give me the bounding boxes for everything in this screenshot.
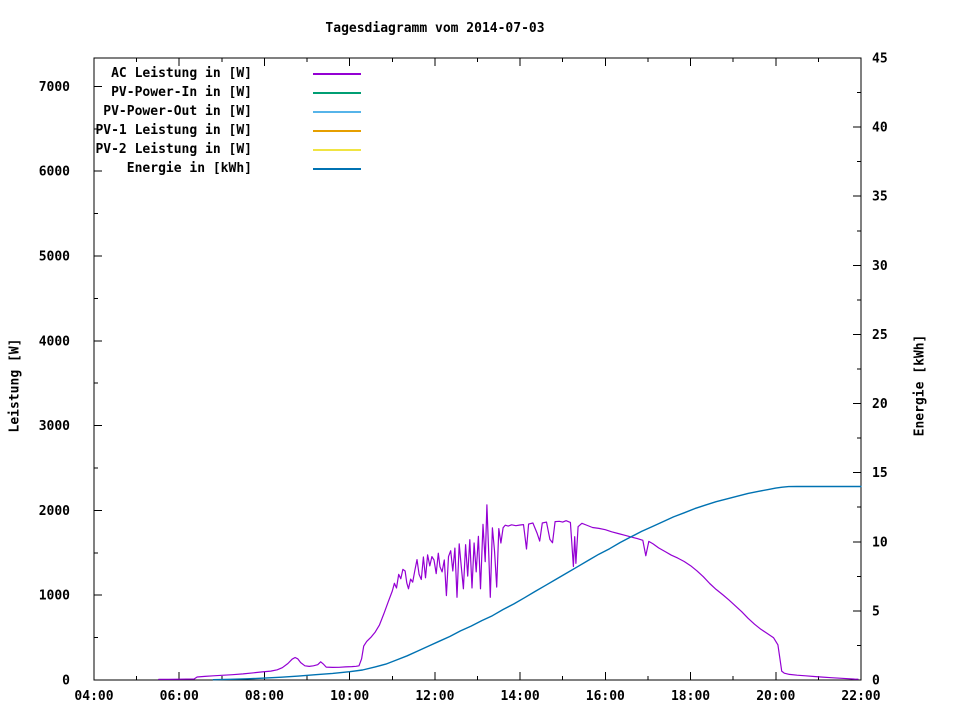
x-tick-label: 08:00 [245, 689, 284, 704]
y-right-tick-label: 20 [872, 397, 888, 412]
x-tick-label: 20:00 [756, 689, 795, 704]
chart-title: Tagesdiagramm vom 2014-07-03 [325, 21, 545, 36]
legend-line-sample [313, 72, 361, 75]
legend-label: PV-Power-In in [W] [111, 85, 252, 100]
y-left-tick-label: 6000 [39, 165, 70, 180]
legend-label: PV-Power-Out in [W] [103, 104, 252, 119]
series-line-ac [158, 504, 859, 680]
y-left-tick-label: 5000 [39, 250, 70, 265]
y-left-tick-label: 0 [62, 674, 70, 689]
legend-label: PV-1 Leistung in [W] [95, 123, 252, 138]
y-right-tick-label: 25 [872, 328, 888, 343]
y-left-tick-label: 7000 [39, 80, 70, 95]
legend-line-sample [313, 148, 361, 151]
legend-item-ac-leistung: AC Leistung in [W] [92, 64, 361, 83]
axis-tick-labels: 04:00 06:00 08:00 10:00 12:00 14:00 16:00 18:00… [39, 52, 888, 705]
legend-line-sample [313, 91, 361, 94]
x-tick-label: 06:00 [160, 689, 199, 704]
y-right-tick-label: 0 [872, 674, 880, 689]
y-right-tick-label: 15 [872, 466, 888, 481]
y-right-tick-label: 30 [872, 259, 888, 274]
y-right-tick-label: 45 [872, 52, 888, 67]
x-tick-label: 14:00 [501, 689, 540, 704]
legend-item-pv1-leistung: PV-1 Leistung in [W] [92, 121, 361, 140]
x-tick-label: 22:00 [841, 689, 880, 704]
legend-line-sample [313, 110, 361, 113]
x-tick-label: 16:00 [586, 689, 625, 704]
y-left-tick-label: 3000 [39, 419, 70, 434]
y-right-tick-label: 5 [872, 604, 880, 619]
legend-item-energie: Energie in [kWh] [92, 159, 361, 178]
y-left-tick-label: 1000 [39, 589, 70, 604]
legend-item-pv-power-out: PV-Power-Out in [W] [92, 102, 361, 121]
x-tick-label: 10:00 [330, 689, 369, 704]
x-tick-label: 04:00 [74, 689, 113, 704]
y-left-tick-label: 2000 [39, 504, 70, 519]
legend-line-sample [313, 167, 361, 170]
series-line-energie [212, 485, 862, 681]
legend-item-pv2-leistung: PV-2 Leistung in [W] [92, 140, 361, 159]
legend-item-pv-power-in: PV-Power-In in [W] [92, 83, 361, 102]
x-tick-label: 12:00 [415, 689, 454, 704]
legend: AC Leistung in [W] PV-Power-In in [W] PV… [92, 64, 361, 178]
y-right-tick-label: 40 [872, 121, 888, 136]
legend-label: AC Leistung in [W] [111, 66, 252, 81]
y-right-tick-label: 35 [872, 190, 888, 205]
legend-label: Energie in [kWh] [126, 161, 252, 176]
y-right-tick-label: 10 [872, 535, 888, 550]
y-left-tick-label: 4000 [39, 334, 70, 349]
legend-line-sample [313, 129, 361, 132]
x-tick-label: 18:00 [671, 689, 710, 704]
legend-label: PV-2 Leistung in [W] [95, 142, 252, 157]
